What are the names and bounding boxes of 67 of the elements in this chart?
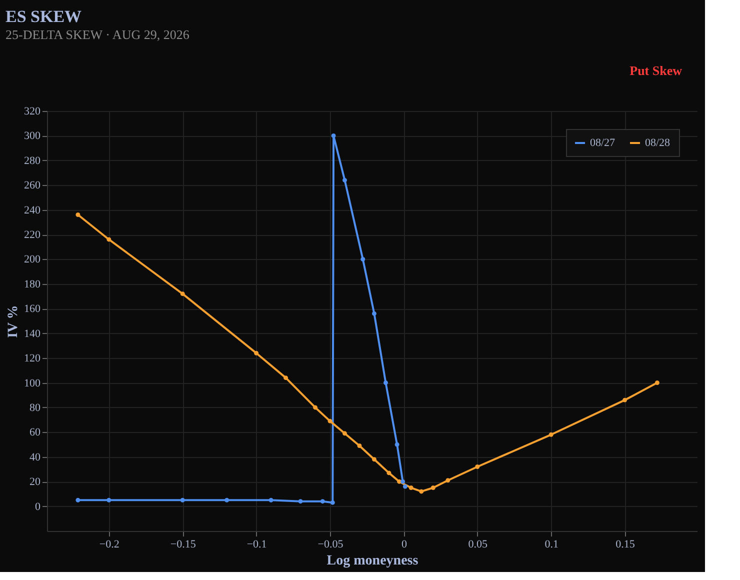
y-tick-label: 260	[24, 180, 41, 192]
point	[408, 486, 414, 490]
point	[76, 212, 80, 217]
y-tick-label: 280	[24, 154, 41, 167]
point	[330, 500, 335, 505]
y-tick-label: 60	[30, 426, 41, 439]
point	[180, 292, 185, 296]
point	[313, 405, 318, 410]
point	[386, 470, 392, 476]
y-tick-label: 20	[30, 476, 41, 488]
y-tick-label: 200	[24, 254, 41, 266]
legend-label: 08/28	[645, 137, 671, 149]
point	[622, 398, 628, 402]
y-tick-label: 320	[24, 106, 41, 118]
point	[224, 498, 230, 502]
point	[383, 380, 388, 385]
y-tick-label: 180	[24, 278, 41, 290]
point	[284, 376, 288, 380]
y-tick-label: 0	[35, 500, 41, 513]
x-tick-label: −0.15	[170, 538, 196, 550]
y-tick-label: 100	[24, 377, 41, 390]
x-tick-label: 0.15	[616, 538, 636, 550]
chart-title: ES SKEW	[6, 7, 82, 26]
x-tick-label: −0.05	[318, 538, 344, 550]
x-tick-label: 0.1	[544, 538, 558, 550]
point	[446, 478, 450, 483]
point	[342, 431, 347, 436]
point	[654, 380, 660, 385]
point	[475, 464, 480, 469]
point	[357, 444, 362, 448]
text: Put Skew	[630, 63, 683, 78]
y-tick-label: 80	[30, 402, 41, 414]
point	[106, 498, 112, 502]
point	[180, 498, 185, 502]
point	[268, 498, 274, 502]
point	[402, 484, 408, 489]
point	[298, 499, 303, 504]
point	[430, 486, 436, 490]
x-tick-label: −0.2	[99, 538, 120, 550]
legend-label: 08/27	[590, 137, 616, 149]
x-tick-label: −0.1	[246, 538, 267, 550]
y-axis-title: IV %	[6, 305, 21, 338]
point	[342, 178, 347, 182]
point	[331, 133, 336, 138]
point	[106, 237, 112, 242]
chart-subtitle: 25-DELTA SKEW · AUG 29, 2026	[6, 27, 190, 42]
y-tick-label: 220	[24, 229, 41, 242]
point	[372, 311, 376, 316]
point	[394, 442, 400, 447]
point	[419, 489, 424, 494]
point	[320, 499, 325, 504]
y-tick-label: 40	[30, 451, 41, 464]
y-tick-label: 140	[24, 328, 41, 340]
x-tick-label: 0.05	[468, 538, 488, 550]
y-tick-label: 240	[24, 204, 41, 216]
point	[360, 257, 366, 262]
point	[372, 457, 376, 462]
point	[328, 418, 332, 424]
y-tick-label: 160	[24, 303, 41, 316]
y-tick-label: 300	[24, 130, 41, 142]
point	[254, 350, 259, 356]
point	[76, 498, 80, 502]
point	[400, 479, 406, 484]
y-tick-label: 120	[24, 352, 41, 365]
x-tick-label: 0	[401, 538, 408, 550]
x-axis-title: Log moneyness	[326, 554, 419, 568]
point	[548, 432, 554, 437]
